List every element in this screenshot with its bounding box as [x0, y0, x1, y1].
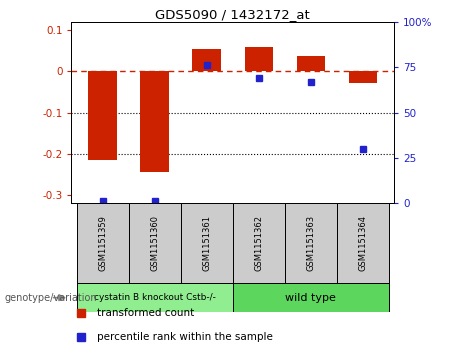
Bar	[233, 203, 285, 283]
Bar	[89, 71, 117, 160]
Text: GSM1151363: GSM1151363	[307, 215, 315, 271]
Bar	[77, 203, 129, 283]
Text: GSM1151361: GSM1151361	[202, 215, 211, 271]
Text: genotype/variation: genotype/variation	[5, 293, 97, 303]
Bar	[129, 203, 181, 283]
Text: percentile rank within the sample: percentile rank within the sample	[97, 332, 273, 342]
Bar	[77, 283, 233, 312]
Text: GSM1151362: GSM1151362	[254, 215, 263, 271]
Text: cystatin B knockout Cstb-/-: cystatin B knockout Cstb-/-	[94, 293, 216, 302]
Bar	[193, 49, 221, 71]
Text: GSM1151364: GSM1151364	[358, 215, 367, 271]
Bar	[244, 46, 273, 71]
Text: wild type: wild type	[285, 293, 337, 303]
Bar	[181, 203, 233, 283]
Bar	[141, 71, 169, 172]
Bar	[349, 71, 377, 83]
Bar	[233, 283, 389, 312]
Title: GDS5090 / 1432172_at: GDS5090 / 1432172_at	[155, 8, 310, 21]
Text: GSM1151360: GSM1151360	[150, 215, 159, 271]
Bar	[285, 203, 337, 283]
Text: GSM1151359: GSM1151359	[98, 215, 107, 271]
Bar	[296, 56, 325, 71]
Bar	[337, 203, 389, 283]
Text: transformed count: transformed count	[97, 308, 195, 318]
